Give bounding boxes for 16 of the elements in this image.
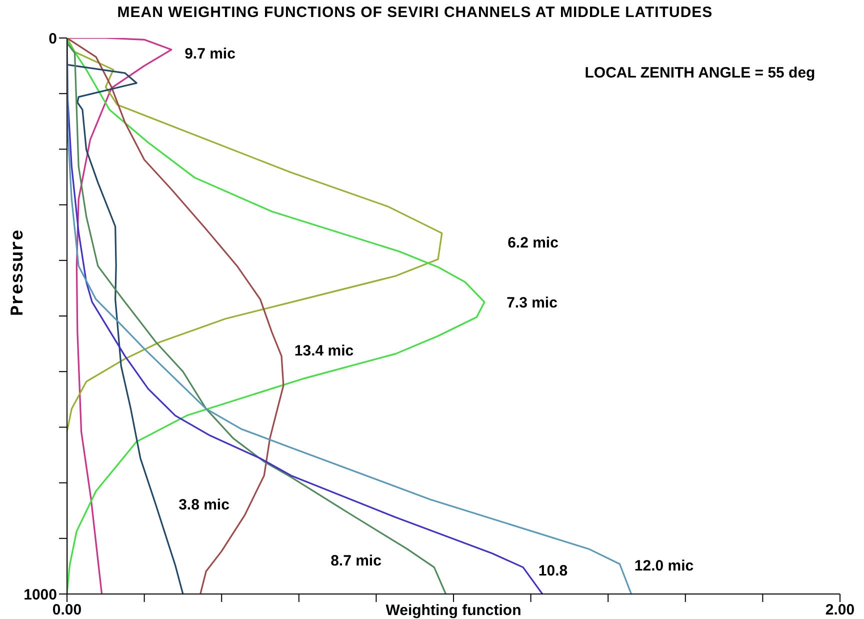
annotation: 13.4 mic [294, 342, 354, 360]
y-tick-label: 0 [48, 30, 57, 48]
annotation: LOCAL ZENITH ANGLE = 55 deg [584, 64, 816, 82]
annotation: 8.7 mic [330, 552, 382, 570]
x-tick-label: 0.00 [52, 602, 82, 619]
annotation: 9.7 mic [184, 46, 236, 62]
y-axis-title: Pressure [8, 230, 28, 316]
x-axis-title: Weighting function [386, 602, 522, 619]
annotation: 6.2 mic [508, 234, 558, 252]
y-tick-label: 1000 [24, 586, 57, 604]
annotation: 7.3 mic [506, 294, 558, 312]
annotation: 12.0 mic [634, 558, 694, 574]
x-tick-label: 2.00 [825, 602, 855, 619]
chart-title: MEAN WEIGHTING FUNCTIONS OF SEVIRI CHANNELS AT MIDDLE LATITUDES [116, 4, 714, 21]
annotation: 3.8 mic [178, 496, 230, 514]
annotation: 10.8 [538, 562, 568, 580]
